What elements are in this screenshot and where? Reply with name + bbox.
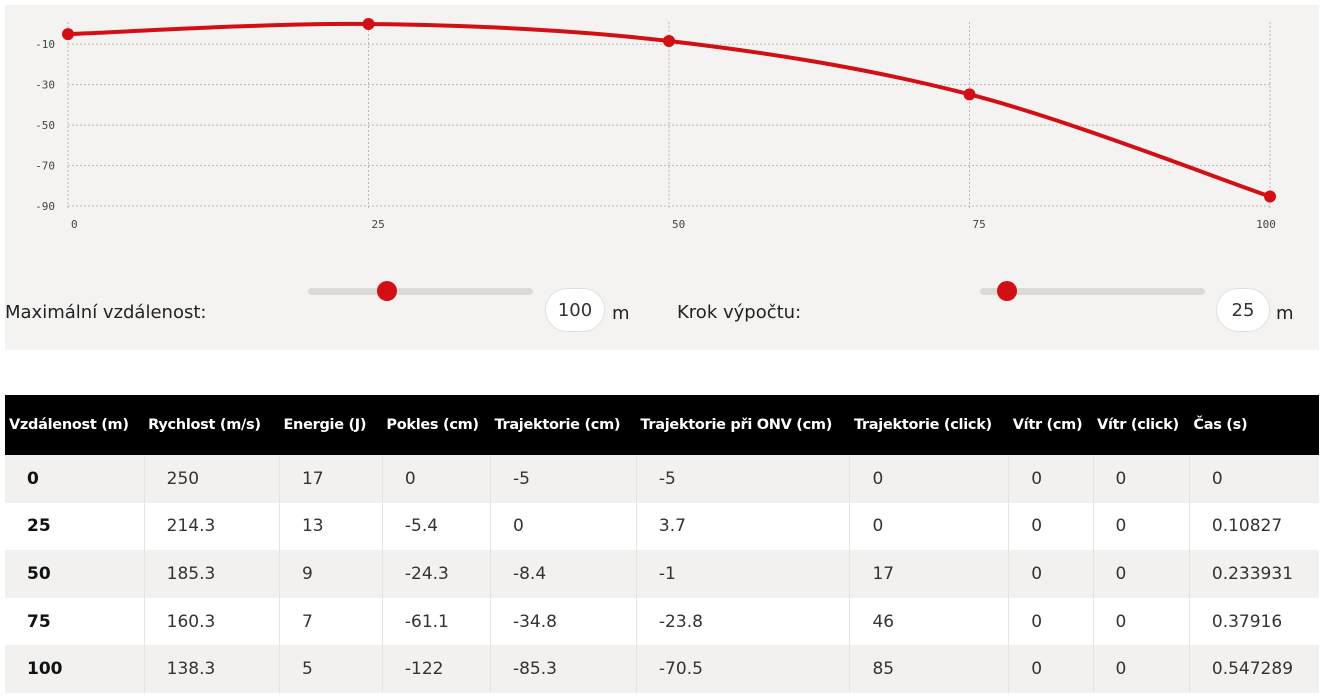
table-cell: 0.37916	[1188, 597, 1319, 646]
table-cell: 0	[1092, 645, 1190, 693]
x-tick-label: 50	[672, 218, 685, 231]
column-header: Pokles (cm)	[386, 417, 479, 433]
data-point	[362, 18, 375, 31]
table-row: 50 185.3 9 -24.3 -8.4 -1 17 0 0 0.233931	[5, 550, 1319, 598]
table-cell: 0.10827	[1188, 502, 1319, 551]
table-cell: 214.3	[143, 502, 280, 551]
table-cell: 0	[1092, 502, 1190, 551]
ballistics-table: Vzdálenost (m) Rychlost (m/s) Energie (J) P…	[5, 395, 1319, 693]
step-unit: m	[1276, 303, 1294, 324]
step-slider[interactable]	[980, 281, 1205, 301]
max-distance-unit: m	[612, 303, 630, 324]
table-cell: 25	[27, 516, 51, 537]
max-distance-label: Maximální vzdálenost:	[5, 302, 207, 323]
table-cell: 100	[27, 659, 63, 680]
y-tick-label: -90	[35, 200, 55, 213]
table-cell: -70.5	[635, 645, 850, 693]
column-header: Čas (s)	[1193, 417, 1248, 433]
table-cell: 9	[278, 550, 383, 598]
max-distance-input[interactable]	[545, 288, 605, 332]
column-header: Trajektorie (click)	[853, 417, 992, 433]
max-distance-slider[interactable]	[308, 281, 533, 301]
table-cell: 0	[1188, 455, 1319, 503]
table-cell: 0	[1008, 502, 1094, 551]
table-cell: 17	[278, 455, 383, 503]
table-cell: -5	[635, 455, 850, 503]
table-cell: -122	[381, 645, 491, 693]
step-slider-thumb[interactable]	[997, 281, 1017, 301]
column-header: Energie (J)	[283, 417, 367, 433]
y-tick-label: -50	[35, 119, 55, 132]
table-cell: 46	[849, 597, 1009, 646]
table-cell: 0.233931	[1188, 550, 1319, 598]
table-cell: 0	[1092, 550, 1190, 598]
table-cell: 85	[849, 645, 1009, 693]
table-cell: 0	[1008, 597, 1094, 646]
column-header: Vzdálenost (m)	[9, 417, 129, 433]
y-tick-label: -30	[35, 79, 55, 92]
table-cell: -5	[489, 455, 637, 503]
step-label: Krok výpočtu:	[677, 302, 802, 323]
data-point	[963, 88, 976, 101]
table-cell: -34.8	[489, 597, 637, 646]
data-point	[1264, 190, 1276, 203]
table-cell: 7	[278, 597, 383, 646]
x-tick-label: 25	[372, 218, 385, 231]
x-tick-label: 100	[1256, 218, 1276, 231]
column-header: Trajektorie (cm)	[494, 417, 621, 433]
table-cell: 17	[849, 550, 1009, 598]
table-cell: 50	[27, 563, 51, 584]
table-cell: 0	[381, 455, 491, 503]
table-cell: -5.4	[381, 502, 491, 551]
table-cell: -1	[635, 550, 850, 598]
column-header: Rychlost (m/s)	[148, 417, 261, 433]
table-cell: -61.1	[381, 597, 491, 646]
column-header: Vítr (click)	[1097, 417, 1179, 433]
table-cell: 0	[27, 468, 39, 489]
table-cell: -23.8	[635, 597, 850, 646]
y-tick-label: -10	[35, 38, 55, 51]
table-cell: 0	[1008, 550, 1094, 598]
x-tick-label: 75	[973, 218, 986, 231]
table-cell: 0	[1092, 455, 1190, 503]
table-cell: 5	[278, 645, 383, 693]
table-cell: 0	[1008, 455, 1094, 503]
y-tick-label: -70	[35, 160, 55, 173]
table-cell: 13	[278, 502, 383, 551]
table-cell: 0.547289	[1188, 645, 1319, 693]
table-row: 75 160.3 7 -61.1 -34.8 -23.8 46 0 0 0.37916	[5, 597, 1319, 646]
table-cell: 75	[27, 611, 51, 632]
table-row: 100 138.3 5 -122 -85.3 -70.5 85 0 0 0.547289	[5, 645, 1319, 693]
table-row: 0 250 17 0 -5 -5 0 0 0 0	[5, 455, 1319, 503]
table-cell: 0	[849, 502, 1009, 551]
trajectory-chart: -10 -30 -50 -70 -90 0 25 50 75 100	[35, 18, 1276, 231]
column-header: Vítr (cm)	[1012, 417, 1083, 433]
table-cell: -8.4	[489, 550, 637, 598]
ballistic-panel: -10 -30 -50 -70 -90 0 25 50 75 100 Maximální vzd…	[5, 5, 1319, 350]
table-cell: 3.7	[635, 502, 850, 551]
step-input[interactable]	[1216, 288, 1270, 332]
table-cell: 0	[489, 502, 637, 551]
table-cell: -24.3	[381, 550, 491, 598]
x-tick-label: 0	[71, 218, 78, 231]
table-cell: 250	[143, 455, 280, 503]
data-point	[62, 28, 74, 41]
table-cell: 185.3	[143, 550, 280, 598]
table-cell: 0	[1008, 645, 1094, 693]
table-cell: -85.3	[489, 645, 637, 693]
table-cell: 138.3	[143, 645, 280, 693]
column-header: Trajektorie při ONV (cm)	[640, 417, 833, 433]
table-row: 25 214.3 13 -5.4 0 3.7 0 0 0 0.10827	[5, 502, 1319, 551]
table-cell: 0	[849, 455, 1009, 503]
table-cell: 0	[1092, 597, 1190, 646]
table-cell: 160.3	[143, 597, 280, 646]
data-point	[663, 35, 675, 48]
table-header-row: Vzdálenost (m) Rychlost (m/s) Energie (J) P…	[5, 395, 1319, 455]
max-distance-slider-thumb[interactable]	[376, 281, 397, 301]
